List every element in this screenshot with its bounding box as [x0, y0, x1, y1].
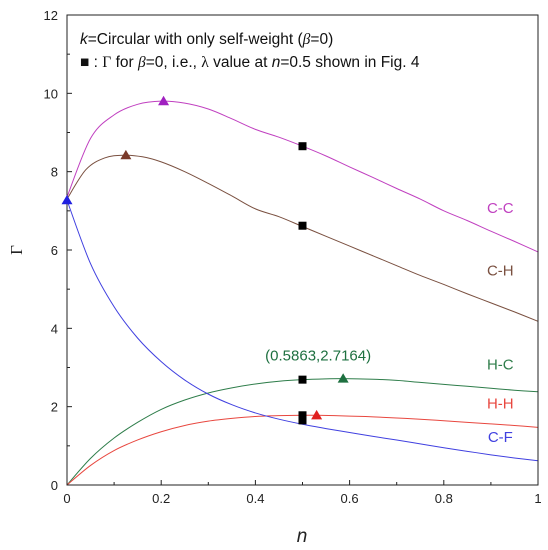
y-tick-label: 12 — [44, 8, 58, 23]
y-tick-label: 6 — [51, 243, 58, 258]
legend-beta-1: β — [302, 31, 311, 48]
y-tick-label: 2 — [51, 400, 58, 415]
legend-square-marker: ■ — [80, 54, 89, 71]
square-marker — [298, 142, 307, 151]
legend-line2-text-c: value at — [209, 54, 272, 71]
x-tick-label: 0.2 — [152, 491, 170, 506]
legend-colon: : — [89, 54, 102, 71]
square-marker — [298, 411, 307, 420]
max-marker-c-f — [61, 194, 73, 205]
data-markers — [61, 95, 349, 425]
x-tick-label: 0.4 — [246, 491, 264, 506]
curve-labels: C-C C-H H-C H-H C-F — [487, 200, 514, 446]
y-tick-label: 8 — [51, 165, 58, 180]
legend-k: k — [80, 31, 89, 48]
y-tick-label: 10 — [44, 86, 58, 101]
x-axis-title: n — [297, 526, 308, 547]
legend-line1-text-a: =Circular with only self-weight ( — [88, 31, 304, 48]
y-axis-title: Γ — [7, 245, 26, 255]
series-line-h-h — [66, 414, 539, 486]
series-curves — [66, 100, 539, 486]
square-marker — [298, 375, 307, 384]
y-tick-label: 4 — [51, 321, 58, 336]
x-tick-label: 1 — [534, 491, 541, 506]
x-tick-label: 0.6 — [341, 491, 359, 506]
legend-line2-text-a: for — [111, 54, 138, 71]
series-line-h-c — [66, 378, 539, 486]
legend-beta-2: β — [137, 54, 146, 71]
legend-gamma: Γ — [102, 54, 111, 71]
legend-line-1: k=Circular with only self-weight (β=0) — [80, 31, 333, 48]
square-marker — [298, 221, 307, 230]
curve-label-c-h: C-H — [487, 262, 514, 279]
legend-n: n — [272, 54, 281, 71]
max-marker-h-h — [311, 409, 323, 420]
max-marker-c-c — [158, 95, 170, 106]
legend-line2-text-d: =0.5 shown in Fig. 4 — [280, 54, 420, 71]
series-line-c-h — [66, 154, 539, 322]
curve-label-h-c: H-C — [487, 356, 514, 373]
curve-label-c-f: C-F — [488, 429, 513, 446]
max-marker-c-h — [120, 149, 132, 160]
x-tick-label: 0 — [63, 491, 70, 506]
y-tick-label: 0 — [51, 478, 58, 493]
legend: k=Circular with only self-weight (β=0) ■… — [80, 31, 420, 71]
legend-lambda: λ — [201, 54, 209, 71]
max-marker-h-c — [337, 373, 349, 383]
legend-line2-text-b: =0, i.e., — [146, 54, 202, 71]
max-point-annotation: (0.5863,2.7164) — [265, 348, 371, 365]
square-marker — [298, 416, 307, 425]
legend-line1-text-b: =0) — [310, 31, 333, 48]
x-tick-label: 0.8 — [435, 491, 453, 506]
curve-label-c-c: C-C — [487, 200, 514, 217]
legend-line-2: ■ : Γ for β=0, i.e., λ value at n=0.5 sh… — [80, 54, 420, 71]
curve-label-h-h: H-H — [487, 396, 514, 413]
